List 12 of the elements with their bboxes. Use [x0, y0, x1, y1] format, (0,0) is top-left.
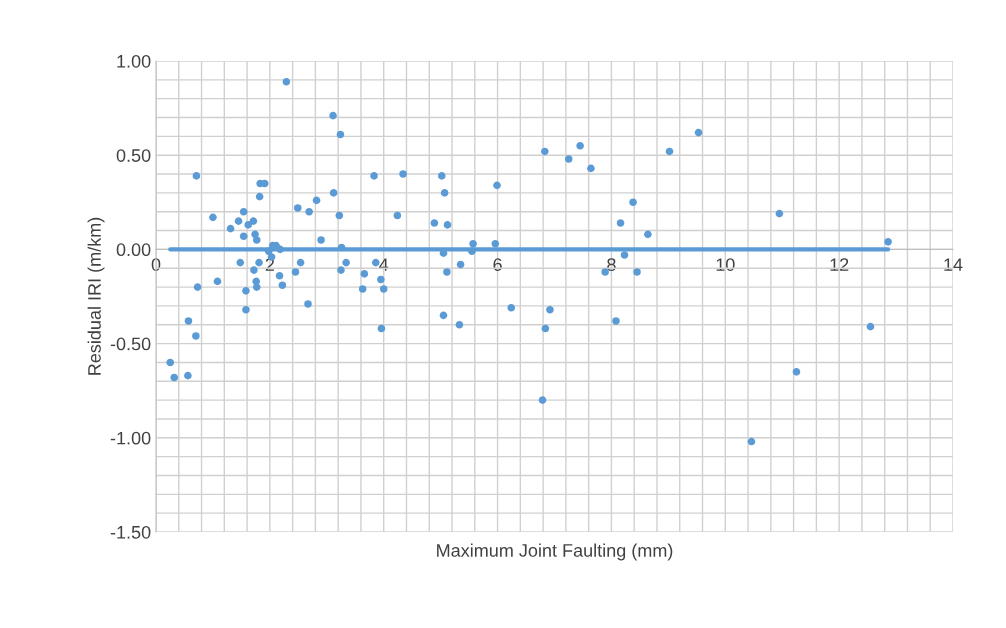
x-tick-label: 14	[944, 258, 963, 271]
y-tick-label: 1.00	[117, 54, 151, 68]
y-tick-label: -1.00	[110, 431, 151, 445]
y-axis-title: Residual IRI (m/km)	[87, 217, 105, 375]
x-axis-title: Maximum Joint Faulting (mm)	[437, 543, 673, 561]
y-tick-label: 0.00	[116, 243, 151, 257]
x-tick-label: 12	[830, 258, 849, 271]
y-tick-label: 0.50	[116, 149, 151, 162]
x-tick-label: 0	[151, 258, 161, 271]
y-tick-label: -0.50	[110, 337, 151, 351]
x-tick-label: 4	[379, 258, 389, 271]
y-tick-label: -1.50	[110, 525, 151, 539]
